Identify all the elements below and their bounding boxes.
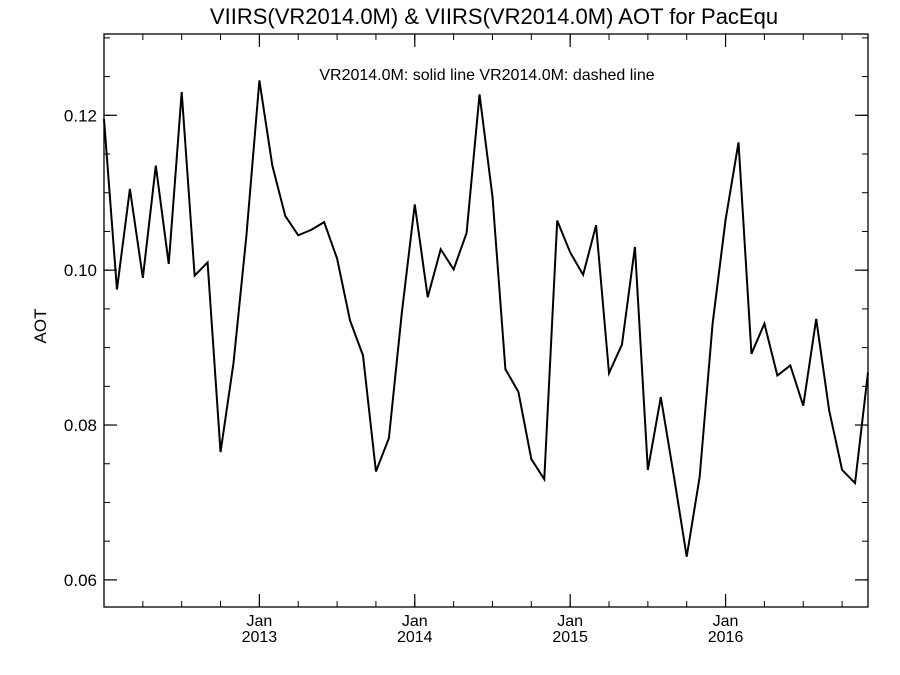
x-tick-label-month: Jan: [246, 613, 272, 630]
y-tick-label: 0.06: [64, 571, 97, 590]
series-layer: [103, 80, 869, 557]
axis-tick-labels: 0.060.080.100.12Jan2013Jan2014Jan2015Jan…: [64, 106, 744, 646]
chart-title: VIIRS(VR2014.0M) & VIIRS(VR2014.0M) AOT …: [210, 4, 778, 29]
plot-frame: [103, 33, 869, 608]
y-tick-label: 0.12: [64, 106, 97, 125]
x-tick-label-year: 2015: [552, 629, 588, 646]
x-tick-label-month: Jan: [402, 613, 428, 630]
axis-ticks: [103, 34, 868, 607]
x-tick-label-year: 2013: [242, 629, 278, 646]
y-axis-label: AOT: [31, 309, 50, 344]
x-tick-label-year: 2014: [397, 629, 433, 646]
x-tick-label-month: Jan: [713, 613, 739, 630]
x-tick-label-year: 2016: [708, 629, 744, 646]
legend-text: VR2014.0M: solid line VR2014.0M: dashed …: [319, 67, 654, 84]
y-tick-label: 0.10: [64, 261, 97, 280]
x-tick-label-month: Jan: [557, 613, 583, 630]
y-tick-label: 0.08: [64, 416, 97, 435]
series-line-1: [103, 80, 869, 557]
